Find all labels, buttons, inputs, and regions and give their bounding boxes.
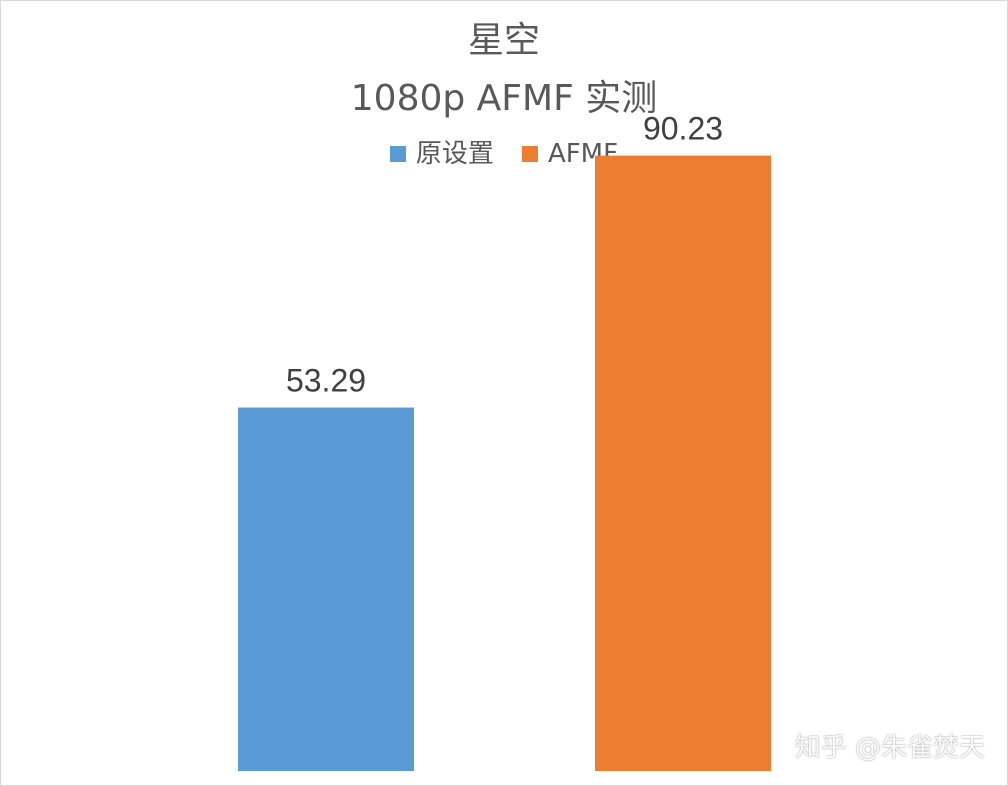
bars-layer xyxy=(238,155,771,771)
chart-legend: 原设置 AFMF xyxy=(1,141,1007,167)
bar-afmf xyxy=(595,155,771,771)
data-label-afmf: 90.23 xyxy=(643,111,723,147)
chart-title: 星空 xyxy=(467,20,540,61)
bar-original xyxy=(238,407,414,771)
legend-label-original: 原设置 xyxy=(415,139,494,169)
chart-subtitle: 1080p AFMF 实测 xyxy=(350,78,658,119)
watermark-text: 知乎 @朱雀焚天 xyxy=(794,733,985,763)
legend-item-original: 原设置 xyxy=(389,139,494,169)
data-labels-layer: 53.29 90.23 xyxy=(286,111,723,399)
data-label-original: 53.29 xyxy=(286,363,366,399)
legend-swatch-original xyxy=(389,146,406,162)
legend-swatch-afmf xyxy=(521,146,538,162)
